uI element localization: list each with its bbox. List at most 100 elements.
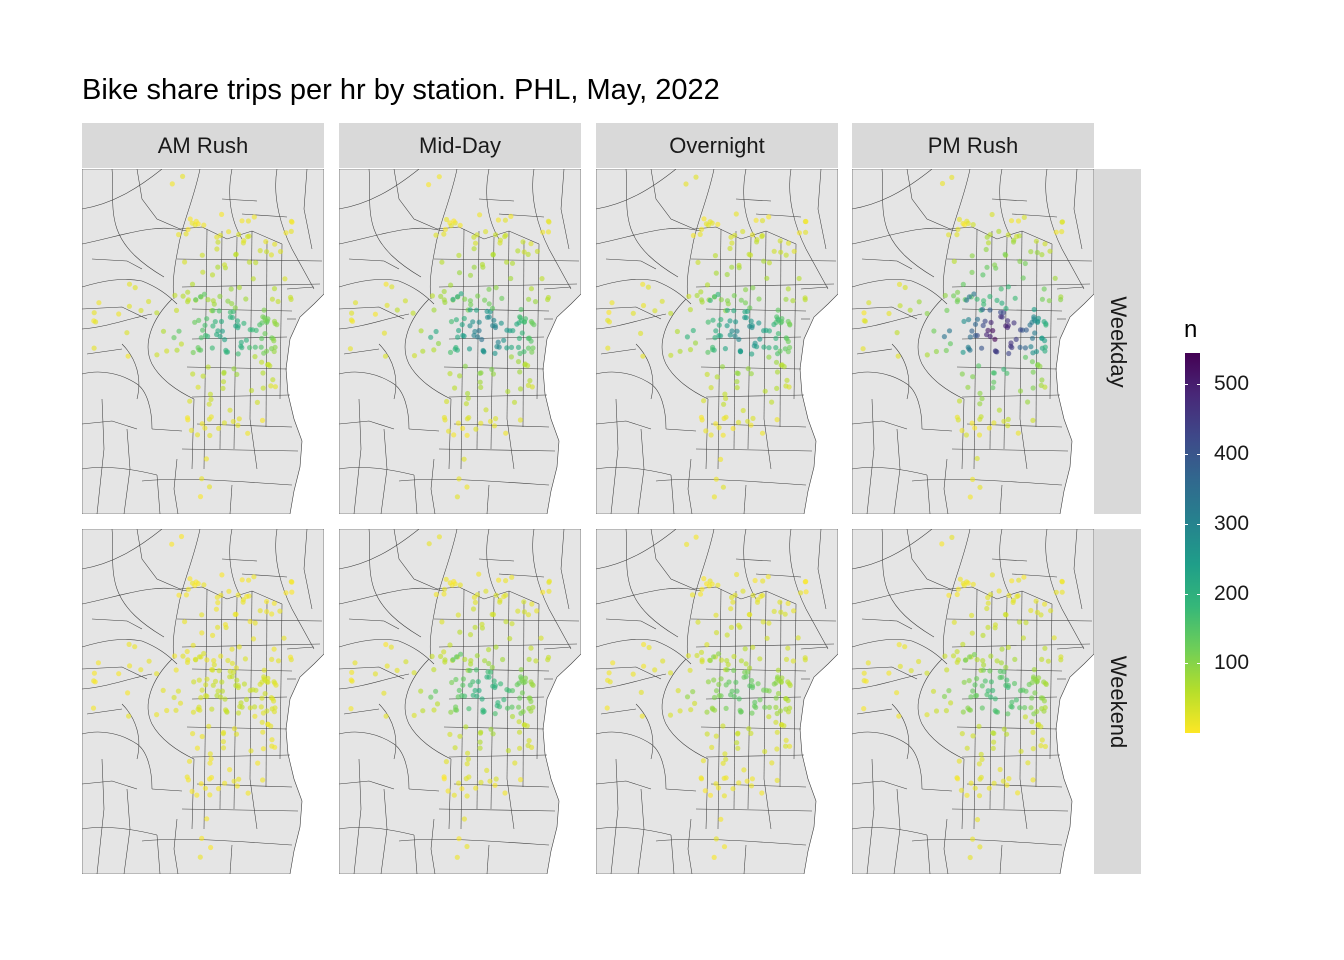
station-point bbox=[725, 661, 731, 668]
neighborhood-boundary bbox=[705, 754, 805, 758]
neighborhood-boundary bbox=[339, 227, 445, 245]
neighborhood-boundary bbox=[136, 529, 181, 590]
station-point bbox=[924, 670, 930, 676]
station-point bbox=[490, 371, 496, 377]
station-point bbox=[996, 228, 1002, 234]
neighborhood-boundary bbox=[191, 754, 291, 758]
station-point bbox=[219, 328, 225, 334]
station-point bbox=[630, 671, 636, 677]
station-point bbox=[460, 676, 466, 682]
station-point bbox=[472, 624, 478, 630]
station-point bbox=[426, 182, 432, 188]
neighborhood-boundary bbox=[695, 808, 813, 812]
station-point bbox=[454, 347, 460, 353]
neighborhood-boundary bbox=[596, 673, 667, 690]
neighborhood-boundary bbox=[478, 558, 515, 562]
station-point bbox=[259, 335, 265, 342]
station-point bbox=[721, 401, 727, 407]
station-point bbox=[197, 294, 204, 300]
legend-colorbar bbox=[1185, 353, 1200, 733]
station-point bbox=[210, 308, 216, 314]
station-point bbox=[520, 709, 526, 715]
neighborhood-boundary bbox=[705, 758, 709, 830]
station-point bbox=[674, 328, 680, 335]
station-point bbox=[746, 251, 752, 257]
station-point bbox=[176, 592, 182, 598]
neighborhood-boundary bbox=[339, 306, 405, 320]
station-point bbox=[246, 233, 252, 239]
station-point bbox=[448, 709, 454, 715]
station-point bbox=[698, 649, 705, 655]
station-point bbox=[944, 307, 950, 313]
station-point bbox=[978, 751, 984, 757]
station-point bbox=[489, 366, 495, 372]
neighborhood-boundary bbox=[999, 844, 1003, 874]
neighborhood-boundary bbox=[91, 618, 143, 630]
station-point bbox=[411, 712, 417, 718]
station-point bbox=[764, 275, 770, 281]
station-point bbox=[454, 854, 460, 860]
station-point bbox=[992, 336, 998, 342]
station-point bbox=[1011, 320, 1017, 326]
station-point bbox=[986, 425, 992, 431]
station-point bbox=[984, 692, 990, 698]
station-point bbox=[1012, 295, 1018, 301]
station-point bbox=[766, 704, 772, 710]
station-point bbox=[265, 675, 271, 681]
neighborhood-boundary bbox=[695, 283, 835, 288]
station-point bbox=[713, 612, 719, 618]
station-point bbox=[985, 327, 991, 333]
neighborhood-boundary bbox=[378, 343, 397, 400]
station-point bbox=[723, 395, 729, 402]
station-point bbox=[222, 622, 228, 628]
station-point bbox=[773, 335, 779, 341]
station-point bbox=[275, 658, 282, 664]
neighborhood-boundary bbox=[596, 587, 702, 605]
station-point bbox=[381, 690, 387, 696]
station-point bbox=[942, 653, 948, 659]
neighborhood-boundary bbox=[196, 423, 293, 428]
station-point bbox=[517, 386, 524, 392]
station-point bbox=[207, 751, 213, 757]
station-point bbox=[539, 276, 545, 282]
station-point bbox=[176, 232, 182, 238]
station-point bbox=[760, 619, 766, 625]
station-point bbox=[247, 345, 253, 351]
station-point bbox=[769, 760, 775, 766]
station-point bbox=[190, 642, 196, 648]
station-point bbox=[208, 396, 214, 402]
neighborhood-boundary bbox=[339, 467, 415, 476]
station-point bbox=[698, 776, 705, 782]
station-point bbox=[503, 430, 509, 436]
station-point bbox=[757, 336, 763, 342]
neighborhood-boundary bbox=[665, 788, 697, 792]
station-point bbox=[646, 644, 652, 651]
station-point bbox=[493, 592, 499, 598]
station-point bbox=[723, 775, 729, 781]
neighborhood-boundary bbox=[596, 780, 652, 790]
neighborhood-boundary bbox=[339, 780, 395, 790]
station-point bbox=[211, 662, 217, 668]
neighborhood-boundary bbox=[600, 348, 637, 355]
station-point bbox=[724, 658, 730, 664]
neighborhood-boundary bbox=[1003, 236, 1008, 450]
neighborhood-boundary bbox=[911, 479, 1063, 486]
station-point bbox=[716, 332, 722, 339]
station-point bbox=[990, 328, 996, 334]
station-point bbox=[493, 232, 499, 238]
station-point bbox=[184, 648, 190, 655]
station-point bbox=[718, 657, 725, 663]
station-point bbox=[774, 369, 781, 375]
neighborhood-boundary bbox=[891, 703, 910, 760]
station-point bbox=[457, 582, 463, 588]
neighborhood-boundary bbox=[156, 834, 161, 874]
station-point bbox=[980, 632, 986, 638]
station-point bbox=[609, 300, 615, 306]
station-point bbox=[193, 297, 199, 303]
neighborhood-boundary bbox=[893, 788, 901, 874]
station-point bbox=[402, 298, 408, 304]
station-point bbox=[707, 578, 713, 584]
neighborhood-boundary bbox=[181, 643, 321, 648]
neighborhood-boundary bbox=[506, 418, 515, 470]
station-point bbox=[518, 667, 524, 673]
